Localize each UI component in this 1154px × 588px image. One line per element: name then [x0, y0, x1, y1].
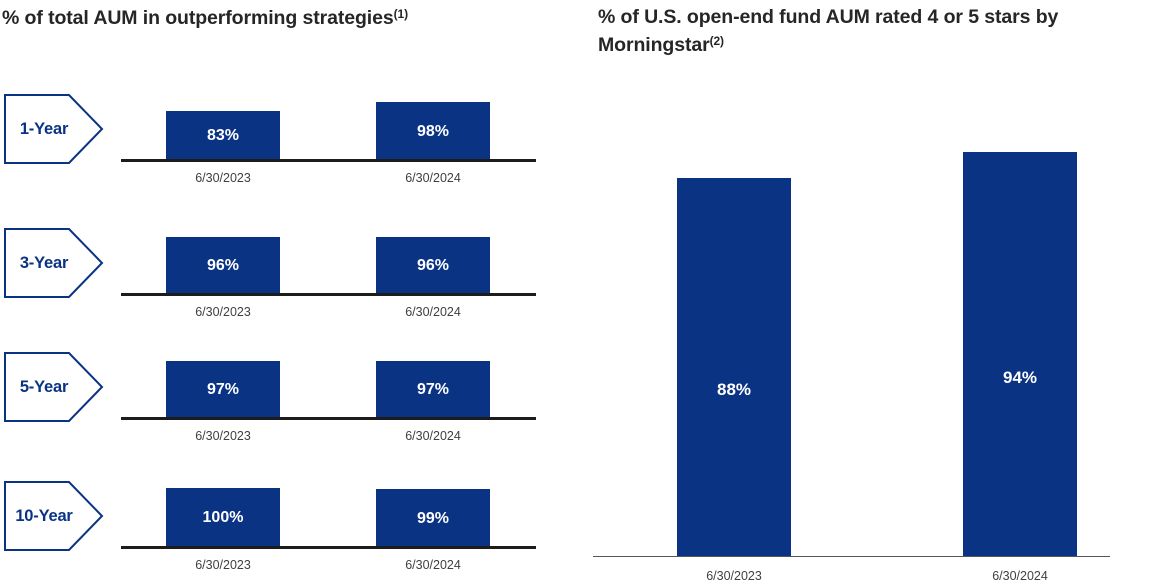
- date-label: 6/30/2024: [405, 305, 461, 319]
- bar: 97%: [166, 361, 280, 419]
- date-label: 6/30/2024: [405, 429, 461, 443]
- bar: 98%: [376, 102, 490, 161]
- date-label: 6/30/2024: [992, 569, 1048, 583]
- axis-line: [121, 293, 536, 296]
- period-label: 5-Year: [19, 377, 69, 396]
- date-label: 6/30/2024: [405, 171, 461, 185]
- bar: 96%: [376, 237, 490, 295]
- bar-value-label: 96%: [416, 257, 450, 274]
- bar-value-label: 83%: [206, 127, 240, 144]
- right-chart-title-text: % of U.S. open-end fund AUM rated 4 or 5…: [598, 6, 1059, 56]
- left-chart-title-text: % of total AUM in outperforming strategi…: [2, 7, 394, 29]
- period-label: 1-Year: [19, 119, 69, 138]
- period-pointer-10-year: 10-Year: [4, 481, 104, 551]
- date-label: 6/30/2023: [195, 171, 251, 185]
- pointer-arrow-shape: [4, 481, 104, 551]
- axis-line: [121, 546, 536, 549]
- bar-value-label: 99%: [416, 509, 450, 527]
- left-chart-title-footnote-marker: (1): [393, 7, 408, 21]
- bar-value-label: 94%: [1002, 368, 1038, 388]
- date-label: 6/30/2023: [195, 558, 251, 572]
- bar: 83%: [166, 111, 280, 161]
- bar-value-label: 100%: [202, 509, 244, 526]
- bar: 97%: [376, 361, 490, 419]
- pointer-arrow-shape: [4, 352, 104, 422]
- right-chart-title: % of U.S. open-end fund AUM rated 4 or 5…: [598, 3, 1150, 61]
- period-pointer-3-year: 3-Year: [4, 228, 104, 298]
- bar-value-label: 98%: [416, 122, 450, 140]
- bar: 99%: [376, 489, 490, 548]
- period-pointer-1-year: 1-Year: [4, 94, 104, 164]
- bar-value-label: 97%: [206, 381, 240, 398]
- period-label: 10-Year: [15, 506, 73, 525]
- bar-value-label: 88%: [716, 379, 752, 399]
- bar: 100%: [166, 488, 280, 548]
- date-label: 6/30/2023: [706, 569, 762, 583]
- bar: 88%: [677, 178, 791, 556]
- axis-line: [593, 556, 1110, 558]
- left-chart-title: % of total AUM in outperforming strategi…: [2, 7, 408, 30]
- date-label: 6/30/2023: [195, 305, 251, 319]
- axis-line: [121, 159, 536, 162]
- right-chart-title-footnote-marker: (2): [709, 34, 724, 48]
- bar: 96%: [166, 237, 280, 295]
- date-label: 6/30/2024: [405, 558, 461, 572]
- bar-value-label: 96%: [206, 257, 240, 274]
- bar: 94%: [963, 152, 1077, 556]
- axis-line: [121, 417, 536, 420]
- date-label: 6/30/2023: [195, 429, 251, 443]
- pointer-arrow-shape: [4, 228, 104, 298]
- bar-value-label: 97%: [416, 381, 450, 398]
- pointer-arrow-shape: [4, 94, 104, 164]
- period-label: 3-Year: [19, 253, 69, 272]
- period-pointer-5-year: 5-Year: [4, 352, 104, 422]
